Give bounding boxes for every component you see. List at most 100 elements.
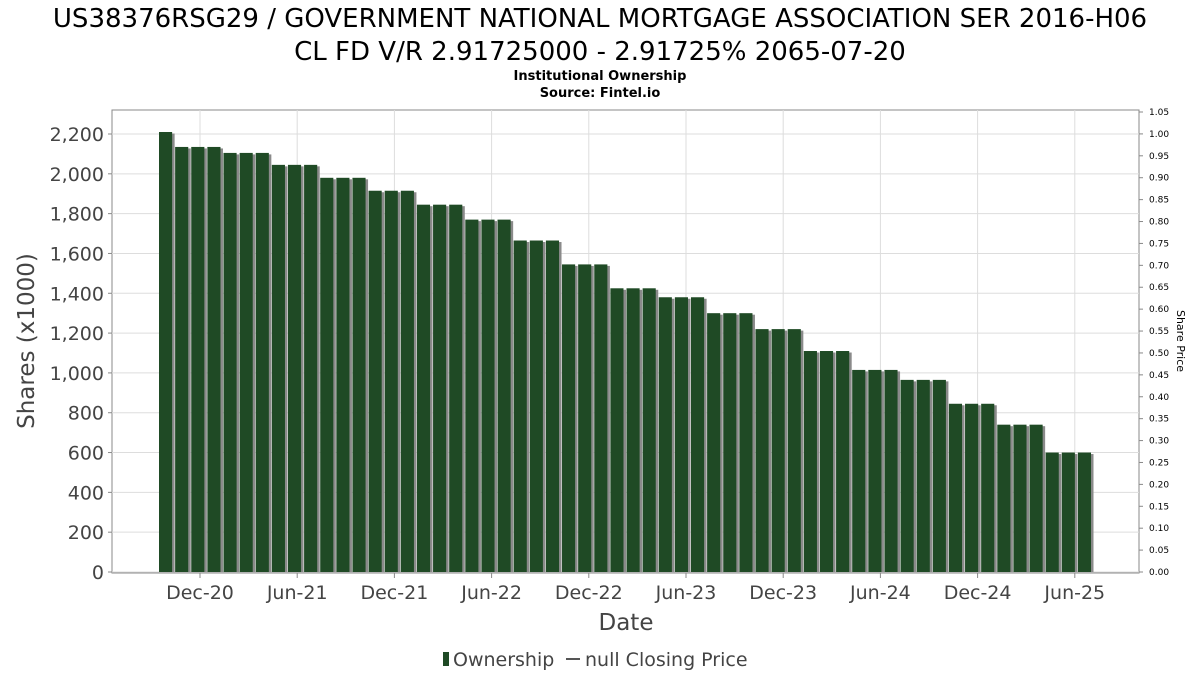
bar: [674, 297, 688, 572]
y2-tick-label: 0.05: [1149, 546, 1169, 556]
bar: [594, 264, 608, 572]
bar: [271, 164, 285, 573]
bar: [400, 190, 414, 572]
y2-tick-label: 0.45: [1149, 371, 1169, 381]
bar: [255, 152, 269, 572]
bar: [787, 329, 801, 572]
bar: [481, 219, 495, 573]
bar: [449, 204, 463, 572]
y-tick-label: 200: [68, 522, 104, 544]
bar: [175, 146, 189, 572]
bar: [513, 240, 527, 572]
bar: [368, 190, 382, 572]
y-tick-label: 2,000: [50, 164, 104, 186]
chart-title-line1: US38376RSG29 / GOVERNMENT NATIONAL MORTG…: [53, 4, 1147, 34]
bar: [707, 313, 721, 572]
y2-tick-label: 0.70: [1149, 261, 1169, 271]
bar: [932, 379, 946, 572]
bar: [981, 403, 995, 572]
y2-tick-label: 0.85: [1149, 196, 1169, 206]
bar: [529, 240, 543, 572]
x-tick-label: Jun-25: [1043, 582, 1105, 604]
bar: [884, 369, 898, 572]
bar: [352, 177, 366, 573]
bar: [416, 204, 431, 572]
y-tick-label: 600: [68, 443, 104, 465]
bar: [803, 351, 817, 572]
bar: [739, 313, 753, 572]
bar: [916, 379, 930, 572]
bar: [1013, 424, 1027, 572]
y2-tick-label: 0.20: [1149, 480, 1169, 490]
bar: [1077, 452, 1091, 572]
y2-tick-label: 0.25: [1149, 458, 1169, 468]
bar: [384, 190, 398, 572]
bar: [997, 424, 1011, 572]
y-tick-label: 1,600: [50, 243, 104, 265]
y2-tick-label: 0.30: [1149, 437, 1169, 447]
bar-series: [159, 132, 1094, 573]
y2-tick-label: 1.05: [1149, 108, 1169, 118]
bar: [207, 146, 221, 572]
x-tick-label: Jun-22: [460, 582, 522, 604]
bar: [723, 313, 737, 572]
bar: [465, 219, 479, 573]
bar: [626, 288, 640, 572]
x-tick-label: Jun-23: [655, 582, 717, 604]
bar: [191, 146, 205, 572]
y-tick-label: 1,200: [50, 323, 104, 345]
bar: [900, 379, 914, 572]
bar: [304, 164, 318, 573]
bar: [223, 152, 237, 572]
x-tick-label: Dec-24: [944, 582, 1012, 604]
x-tick-label: Dec-22: [555, 582, 623, 604]
x-tick-label: Dec-20: [166, 582, 234, 604]
bar: [965, 403, 979, 572]
x-tick-label: Jun-21: [266, 582, 328, 604]
y2-tick-label: 0.80: [1149, 218, 1169, 228]
y2-tick-label: 0.90: [1149, 174, 1169, 184]
y-tick-label: 1,400: [50, 283, 104, 305]
bar: [852, 369, 866, 572]
bar: [948, 403, 963, 572]
bar: [642, 288, 656, 572]
chart-title-line2: CL FD V/R 2.91725000 - 2.91725% 2065-07-…: [294, 37, 906, 67]
y2-tick-label: 0.00: [1149, 568, 1169, 578]
y2-tick-label: 0.50: [1149, 349, 1169, 359]
y2-tick-label: 0.75: [1149, 239, 1169, 249]
x-axis-ticks: Dec-20 Jun-21 Dec-21 Jun-22 Dec-22 Jun-23 Dec-…: [166, 573, 1105, 604]
bar: [690, 297, 705, 572]
bar: [497, 219, 511, 573]
left-axis-ticks: 0 200 400 600 800 1,000 1,200 1,400 1,600 1,800 2,…: [50, 124, 112, 584]
y-tick-label: 1,000: [50, 363, 104, 385]
y-tick-label: 0: [92, 562, 104, 584]
chart-subtitle-line1: Institutional Ownership: [514, 69, 687, 84]
legend-ownership-label: Ownership: [453, 649, 554, 671]
y-axis-title: Shares (x1000): [14, 253, 40, 429]
y2-tick-label: 0.15: [1149, 502, 1169, 512]
legend-price-label: null Closing Price: [585, 649, 748, 671]
bar: [755, 329, 769, 572]
y-tick-label: 1,800: [50, 204, 104, 226]
bar: [159, 132, 173, 572]
bar: [836, 351, 850, 572]
bar: [771, 329, 785, 572]
bar: [819, 351, 834, 572]
y2-tick-label: 0.65: [1149, 283, 1169, 293]
y2-tick-label: 0.40: [1149, 393, 1169, 403]
bar: [287, 164, 302, 573]
bar: [1029, 424, 1043, 572]
y2-tick-label: 0.60: [1149, 305, 1169, 315]
bar: [239, 152, 253, 572]
bar: [658, 297, 672, 572]
legend: Ownership null Closing Price: [443, 649, 748, 671]
bar: [1061, 452, 1075, 572]
bar: [578, 264, 592, 572]
x-tick-label: Dec-21: [360, 582, 428, 604]
bar: [562, 264, 576, 572]
bar: [336, 177, 350, 573]
bar: [545, 240, 560, 572]
x-tick-label: Jun-24: [849, 582, 911, 604]
y2-tick-label: 0.10: [1149, 524, 1169, 534]
legend-ownership-swatch: [443, 652, 449, 666]
